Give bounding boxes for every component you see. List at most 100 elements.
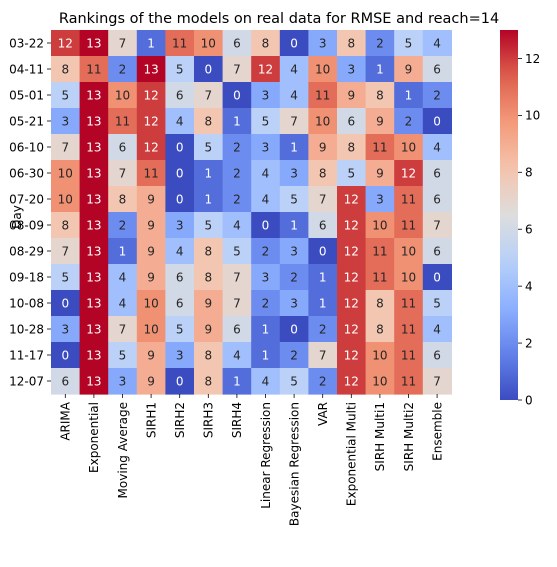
cell-value-label: 3 bbox=[290, 245, 298, 259]
cell-value-label: 2 bbox=[119, 63, 127, 77]
cell-value-label: 10 bbox=[372, 219, 387, 233]
cell-value-label: 4 bbox=[433, 37, 441, 51]
x-tick-label: VAR bbox=[316, 402, 330, 426]
cell-value-label: 7 bbox=[119, 167, 127, 181]
y-tick-label: 06-10 bbox=[9, 140, 44, 154]
y-tick-label: 12-07 bbox=[9, 374, 44, 388]
cell-value-label: 9 bbox=[204, 323, 212, 337]
cell-value-label: 9 bbox=[147, 193, 155, 207]
cell-value-label: 1 bbox=[376, 63, 384, 77]
cell-value-label: 8 bbox=[204, 245, 212, 259]
cell-value-label: 10 bbox=[401, 245, 416, 259]
cell-value-label: 11 bbox=[401, 323, 416, 337]
cell-value-label: 7 bbox=[319, 349, 327, 363]
cell-value-label: 9 bbox=[347, 89, 355, 103]
cell-value-label: 10 bbox=[115, 89, 130, 103]
cell-value-label: 2 bbox=[233, 167, 241, 181]
cell-value-label: 6 bbox=[176, 297, 184, 311]
cell-value-label: 13 bbox=[86, 37, 101, 51]
cell-value-label: 13 bbox=[86, 141, 101, 155]
cell-value-label: 8 bbox=[347, 37, 355, 51]
cell-value-label: 10 bbox=[401, 141, 416, 155]
cell-value-label: 2 bbox=[290, 349, 298, 363]
cell-value-label: 12 bbox=[344, 193, 359, 207]
cell-value-label: 12 bbox=[344, 349, 359, 363]
y-tick-label: 09-18 bbox=[9, 270, 44, 284]
cell-value-label: 12 bbox=[344, 245, 359, 259]
cell-value-label: 0 bbox=[290, 37, 298, 51]
y-tick-label: 07-20 bbox=[9, 192, 44, 206]
cell-value-label: 8 bbox=[61, 219, 69, 233]
y-tick-label: 04-11 bbox=[9, 62, 44, 76]
cell-value-label: 1 bbox=[262, 323, 270, 337]
colorbar-gradient bbox=[500, 30, 518, 400]
colorbar-tick-label: 12 bbox=[525, 52, 540, 66]
x-tick-label: Ensemble bbox=[430, 402, 444, 461]
cell-value-label: 12 bbox=[344, 297, 359, 311]
y-tick-label: 10-08 bbox=[9, 296, 44, 310]
cell-value-label: 13 bbox=[86, 167, 101, 181]
cell-value-label: 5 bbox=[61, 89, 69, 103]
cell-value-label: 11 bbox=[401, 375, 416, 389]
cell-value-label: 2 bbox=[233, 141, 241, 155]
cell-value-label: 1 bbox=[119, 245, 127, 259]
cell-value-label: 1 bbox=[233, 375, 241, 389]
cell-value-label: 3 bbox=[176, 349, 184, 363]
colorbar-tick-label: 4 bbox=[525, 279, 533, 293]
cell-value-label: 8 bbox=[376, 297, 384, 311]
cell-value-label: 7 bbox=[433, 219, 441, 233]
cell-value-label: 0 bbox=[433, 271, 441, 285]
cell-value-label: 6 bbox=[433, 245, 441, 259]
cell-value-label: 9 bbox=[147, 245, 155, 259]
cell-value-label: 9 bbox=[319, 141, 327, 155]
cell-value-label: 10 bbox=[58, 167, 73, 181]
cell-value-label: 3 bbox=[262, 141, 270, 155]
y-tick-label: 08-29 bbox=[9, 244, 44, 258]
cell-value-label: 2 bbox=[262, 297, 270, 311]
cell-value-label: 7 bbox=[319, 193, 327, 207]
cell-value-label: 5 bbox=[347, 167, 355, 181]
cell-value-label: 3 bbox=[290, 167, 298, 181]
cell-value-label: 5 bbox=[290, 193, 298, 207]
cell-value-label: 10 bbox=[372, 349, 387, 363]
chart-title: Rankings of the models on real data for … bbox=[59, 11, 499, 27]
cell-value-label: 12 bbox=[344, 323, 359, 337]
cell-value-label: 4 bbox=[119, 271, 127, 285]
cell-value-label: 11 bbox=[372, 245, 387, 259]
colorbar-tick-label: 0 bbox=[525, 393, 533, 407]
cell-value-label: 13 bbox=[86, 115, 101, 129]
cell-value-label: 5 bbox=[204, 219, 212, 233]
cell-value-label: 12 bbox=[143, 141, 158, 155]
cell-value-label: 13 bbox=[86, 89, 101, 103]
cell-value-label: 0 bbox=[61, 349, 69, 363]
cell-value-label: 8 bbox=[376, 323, 384, 337]
colorbar-tick-label: 8 bbox=[525, 166, 533, 180]
cell-value-label: 9 bbox=[204, 297, 212, 311]
x-tick-label: Linear Regression bbox=[259, 402, 273, 509]
cell-value-label: 11 bbox=[372, 141, 387, 155]
cell-value-label: 5 bbox=[233, 245, 241, 259]
cell-value-label: 13 bbox=[143, 63, 158, 77]
cell-value-label: 3 bbox=[119, 375, 127, 389]
cell-value-label: 8 bbox=[204, 115, 212, 129]
cell-value-label: 7 bbox=[119, 37, 127, 51]
cell-value-label: 10 bbox=[315, 115, 330, 129]
x-tick-label: SIRH Multi2 bbox=[402, 402, 416, 471]
cell-value-label: 12 bbox=[401, 167, 416, 181]
cell-value-label: 7 bbox=[290, 115, 298, 129]
cell-value-label: 4 bbox=[433, 323, 441, 337]
cell-value-label: 10 bbox=[201, 37, 216, 51]
cell-value-label: 8 bbox=[61, 63, 69, 77]
cell-value-label: 9 bbox=[147, 375, 155, 389]
cell-value-label: 4 bbox=[262, 193, 270, 207]
cell-value-label: 11 bbox=[401, 193, 416, 207]
cell-value-label: 0 bbox=[433, 115, 441, 129]
cell-value-label: 4 bbox=[119, 297, 127, 311]
cell-value-label: 5 bbox=[176, 63, 184, 77]
cell-value-label: 1 bbox=[290, 141, 298, 155]
cell-value-label: 4 bbox=[233, 349, 241, 363]
cell-value-label: 0 bbox=[290, 323, 298, 337]
y-tick-label: 05-01 bbox=[9, 88, 44, 102]
cell-value-label: 2 bbox=[319, 375, 327, 389]
cell-value-label: 13 bbox=[86, 219, 101, 233]
